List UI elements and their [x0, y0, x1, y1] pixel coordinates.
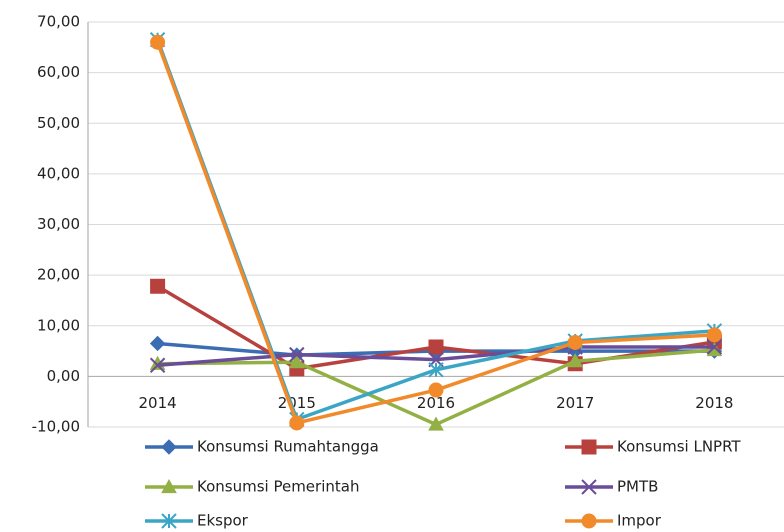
marker — [428, 416, 444, 431]
y-tick-label: 30,00 — [37, 215, 80, 233]
y-tick-label: 0,00 — [47, 367, 80, 385]
y-tick-label: 20,00 — [37, 266, 80, 284]
legend-entry: Konsumsi Rumahtangga — [145, 438, 379, 456]
marker — [706, 339, 723, 355]
marker — [288, 354, 305, 369]
legend-label: PMTB — [617, 478, 658, 496]
y-tick-label: 60,00 — [37, 63, 80, 81]
legend-label: Konsumsi Rumahtangga — [197, 438, 379, 456]
marker — [581, 479, 597, 495]
legend-entry: Impor — [565, 512, 662, 530]
marker — [150, 34, 166, 50]
marker — [289, 415, 305, 431]
y-tick-label: 50,00 — [37, 114, 80, 132]
x-tick-label: 2014 — [139, 394, 177, 412]
marker — [428, 382, 444, 398]
marker — [150, 278, 166, 294]
legend-entry: PMTB — [565, 478, 658, 496]
legend-label: Konsumsi Pemerintah — [197, 478, 359, 496]
y-tick-label: -10,00 — [32, 418, 80, 436]
marker — [161, 513, 177, 529]
x-tick-label: 2016 — [417, 394, 455, 412]
legend-entry: Ekspor — [145, 512, 249, 530]
marker — [161, 439, 177, 455]
series — [149, 32, 723, 428]
legend-entry: Konsumsi Pemerintah — [145, 478, 359, 496]
marker — [706, 327, 722, 343]
legend-entry: Konsumsi LNPRT — [565, 438, 741, 456]
marker — [567, 353, 584, 368]
legend-label: Konsumsi LNPRT — [617, 438, 741, 456]
y-tick-label: 70,00 — [37, 13, 80, 31]
marker — [581, 439, 597, 455]
x-tick-label: 2017 — [556, 394, 594, 412]
marker — [428, 339, 444, 355]
marker — [149, 357, 166, 373]
legend-label: Ekspor — [197, 512, 249, 530]
x-tick-label: 2015 — [278, 394, 316, 412]
y-tick-label: 40,00 — [37, 164, 80, 182]
marker — [567, 334, 583, 350]
series — [150, 34, 722, 431]
y-tick-label: 10,00 — [37, 316, 80, 334]
marker — [149, 335, 166, 352]
legend-label: Impor — [617, 512, 662, 530]
marker — [289, 346, 305, 363]
marker — [428, 362, 444, 378]
x-tick-label: 2018 — [695, 394, 733, 412]
marker — [161, 478, 177, 494]
marker — [581, 513, 597, 529]
